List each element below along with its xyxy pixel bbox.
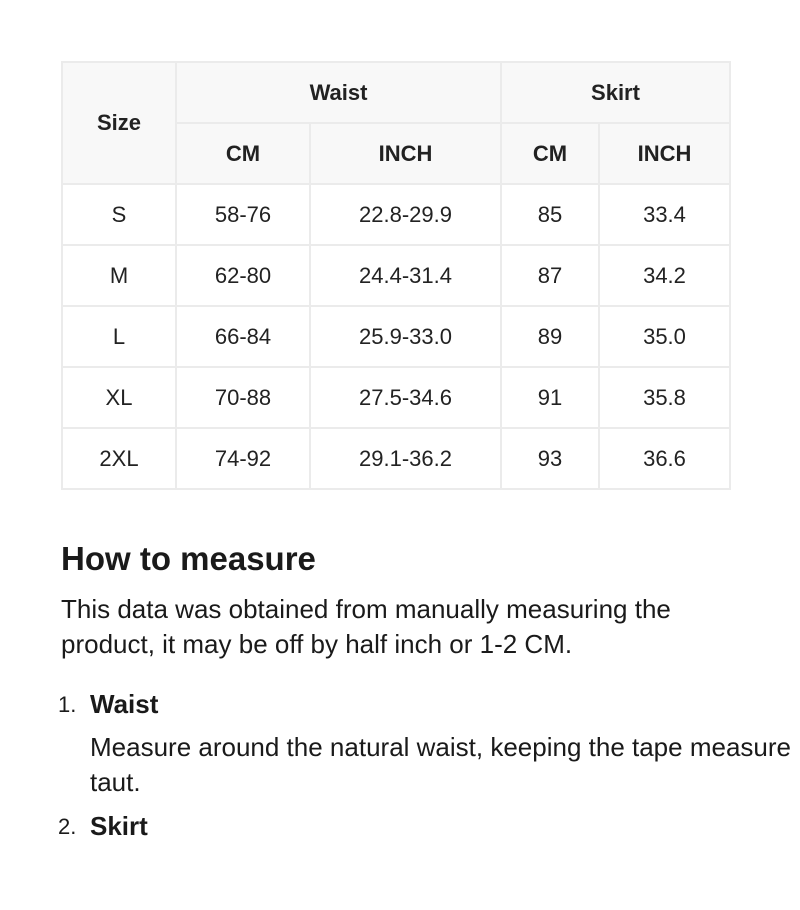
table-cell: M: [61, 244, 177, 307]
table-cell: L: [61, 305, 177, 368]
list-item-desc: Measure around the natural waist, keepin…: [90, 732, 791, 797]
table-row: L 66-84 25.9-33.0 89 35.0: [61, 305, 731, 368]
skirt-inch-header: INCH: [598, 122, 731, 185]
size-header: Size: [61, 61, 177, 185]
table-cell: 85: [500, 183, 600, 246]
intro-text: This data was obtained from manually mea…: [61, 594, 671, 659]
skirt-cm-header: CM: [500, 122, 600, 185]
table-cell: 24.4-31.4: [309, 244, 502, 307]
table-cell: 66-84: [175, 305, 311, 368]
list-number: 1.: [58, 692, 77, 717]
waist-inch-header: INCH: [309, 122, 502, 185]
measure-list: 1. Waist Measure around the natural wais…: [0, 686, 800, 844]
table-cell: XL: [61, 366, 177, 429]
list-item-waist: 1. Waist Measure around the natural wais…: [0, 686, 800, 800]
section-title: How to measure: [61, 540, 316, 577]
list-item-title: Skirt: [90, 811, 148, 841]
table-cell: 34.2: [598, 244, 731, 307]
table-cell: 35.0: [598, 305, 731, 368]
table-cell: 22.8-29.9: [309, 183, 502, 246]
table-row: S 58-76 22.8-29.9 85 33.4: [61, 183, 731, 246]
table-cell: 70-88: [175, 366, 311, 429]
table-cell: 62-80: [175, 244, 311, 307]
skirt-header: Skirt: [500, 61, 731, 124]
list-number: 2.: [58, 814, 77, 839]
list-item-title: Waist: [90, 689, 159, 719]
table-row: XL 70-88 27.5-34.6 91 35.8: [61, 366, 731, 429]
table-cell: 93: [500, 427, 600, 490]
table-cell: 2XL: [61, 427, 177, 490]
size-chart-table: Size Waist Skirt CM INCH CM INCH S 58-76 2…: [61, 61, 731, 490]
table-cell: 33.4: [598, 183, 731, 246]
table-row: M 62-80 24.4-31.4 87 34.2: [61, 244, 731, 307]
table-cell: 27.5-34.6: [309, 366, 502, 429]
table-cell: 36.6: [598, 427, 731, 490]
table-cell: 89: [500, 305, 600, 368]
waist-header: Waist: [175, 61, 502, 124]
table-cell: 35.8: [598, 366, 731, 429]
table-cell: 58-76: [175, 183, 311, 246]
table-cell: 91: [500, 366, 600, 429]
table-cell: 25.9-33.0: [309, 305, 502, 368]
table-cell: 87: [500, 244, 600, 307]
waist-cm-header: CM: [175, 122, 311, 185]
table-cell: 74-92: [175, 427, 311, 490]
table-cell: 29.1-36.2: [309, 427, 502, 490]
table-row: 2XL 74-92 29.1-36.2 93 36.6: [61, 427, 731, 490]
table-cell: S: [61, 183, 177, 246]
list-item-skirt: 2. Skirt: [0, 808, 800, 844]
